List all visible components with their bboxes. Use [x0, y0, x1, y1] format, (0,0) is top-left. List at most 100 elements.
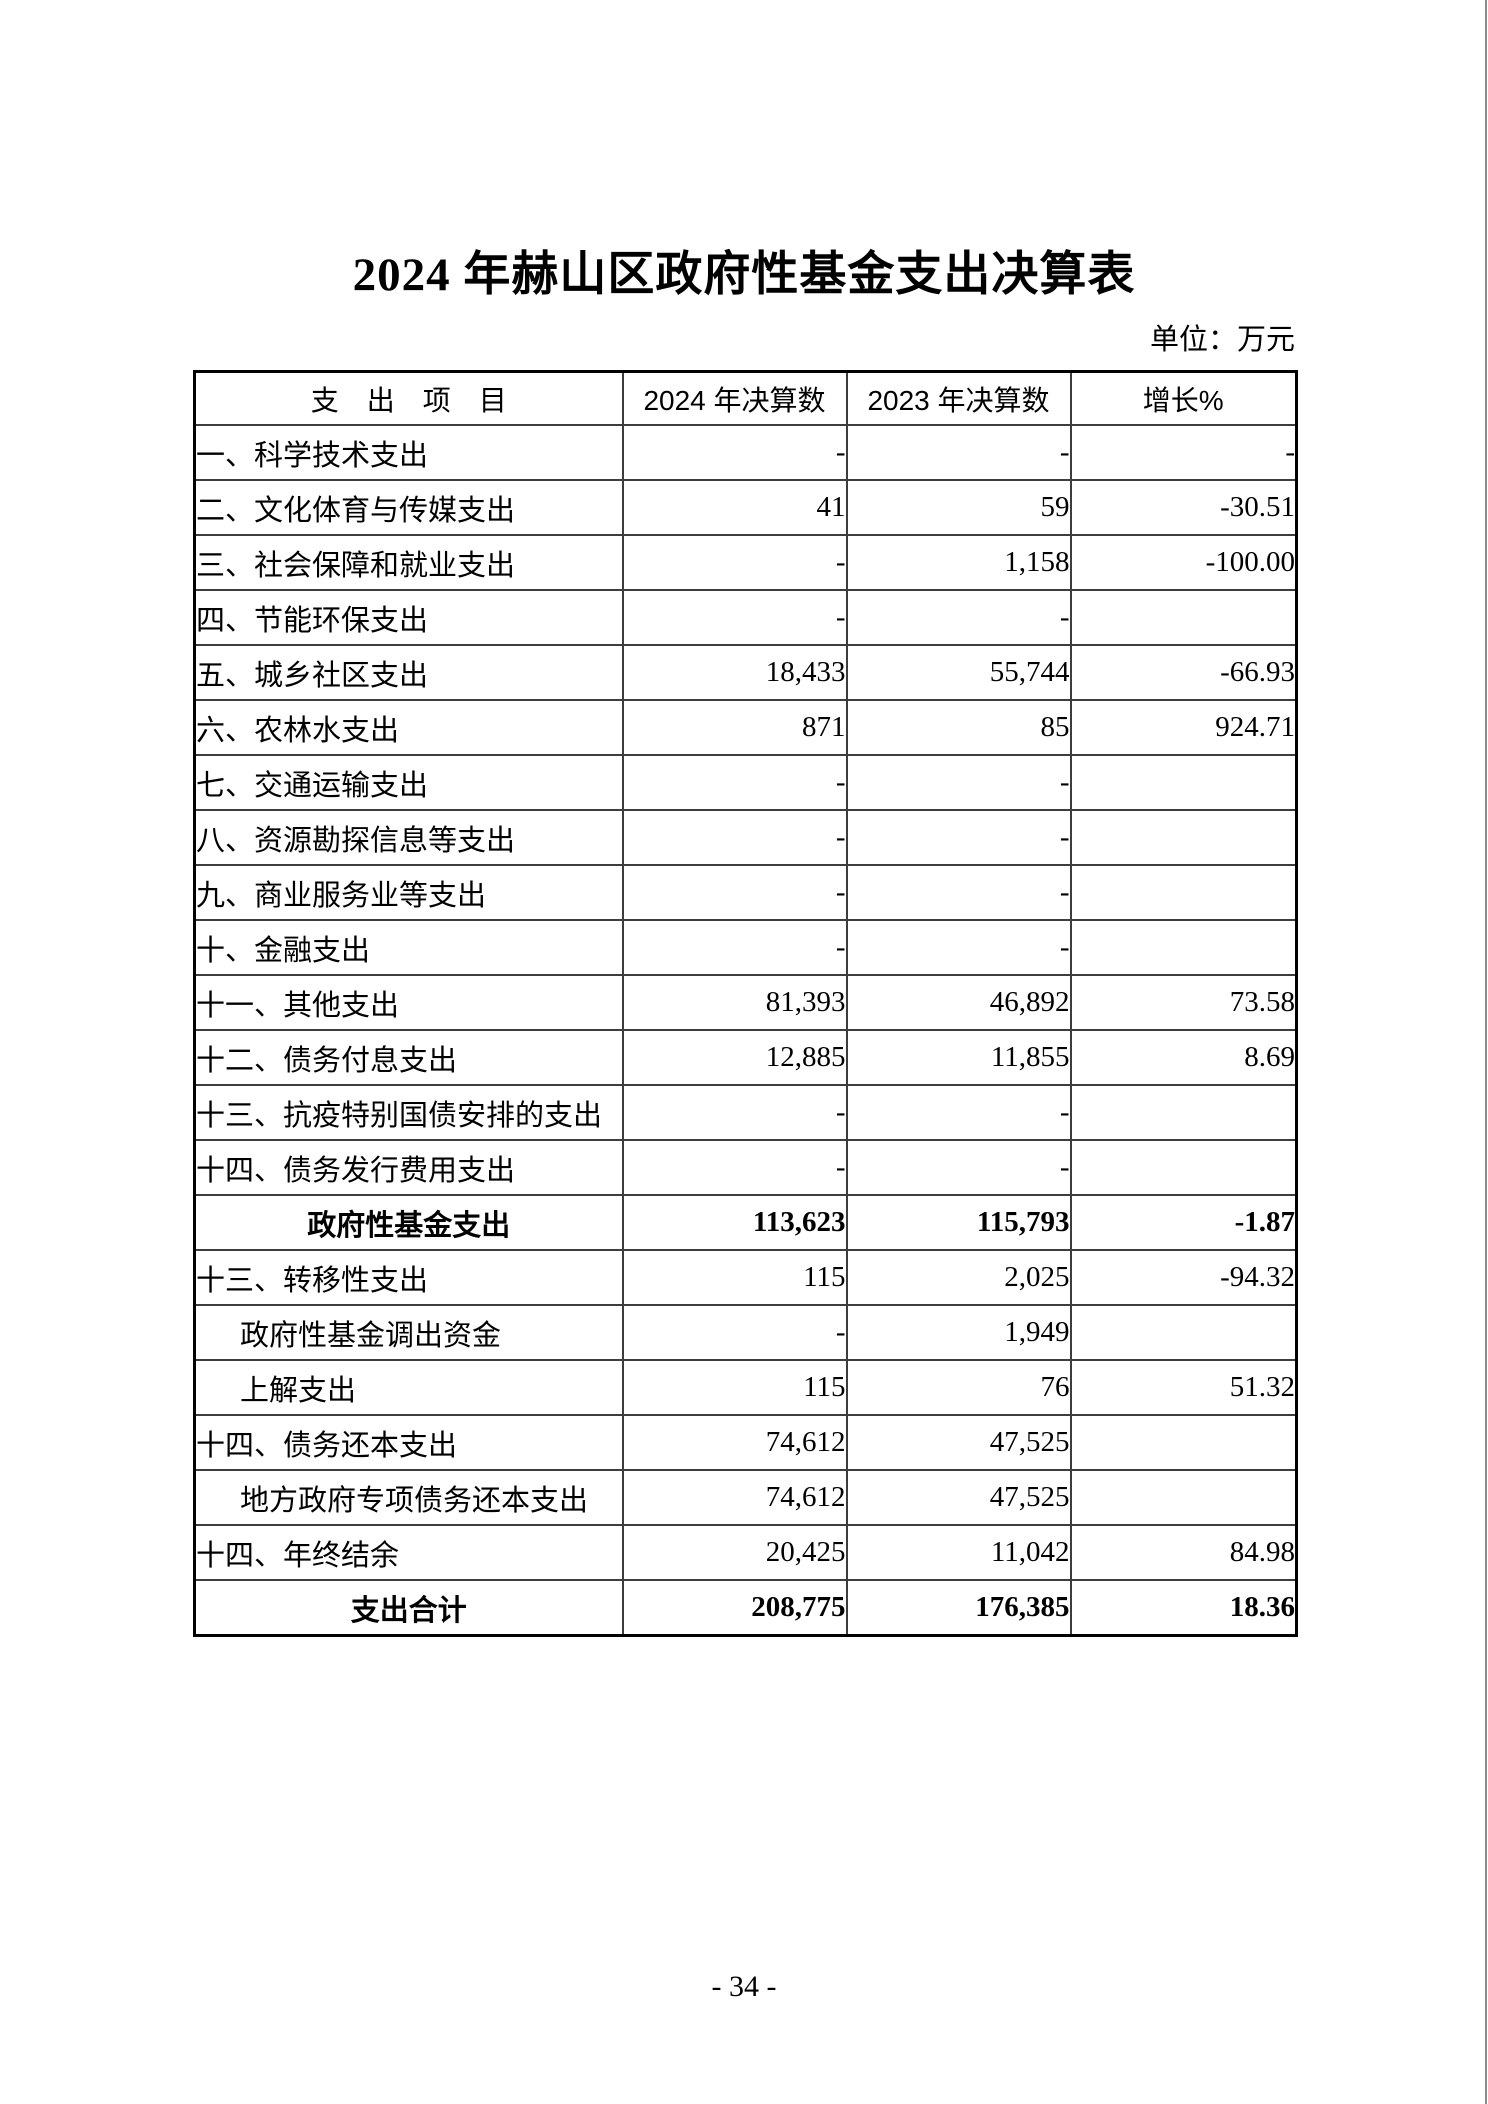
table-row: 十二、债务付息支出 12,885 11,855 8.69 — [193, 1029, 1298, 1086]
cell-2024-value: - — [621, 1139, 848, 1196]
cell-2024-value: - — [621, 1304, 848, 1361]
cell-item-label: 四、节能环保支出 — [193, 589, 624, 646]
expense-table: 支 出 项 目 2024 年决算数 2023 年决算数 增长% 一、科学技术支出… — [193, 370, 1298, 1637]
cell-growth-value: 18.36 — [1069, 1579, 1298, 1637]
cell-2024-value: 41 — [621, 479, 848, 536]
cell-item-label: 政府性基金调出资金 — [193, 1304, 624, 1361]
cell-growth-value: -30.51 — [1069, 479, 1298, 536]
cell-2023-value: - — [845, 589, 1072, 646]
cell-2024-value: - — [621, 754, 848, 811]
cell-2023-value: 115,793 — [845, 1194, 1072, 1251]
cell-item-label: 八、资源勘探信息等支出 — [193, 809, 624, 866]
cell-2024-value: - — [621, 1084, 848, 1141]
cell-item-label: 上解支出 — [193, 1359, 624, 1416]
cell-2024-value: 113,623 — [621, 1194, 848, 1251]
cell-growth-value — [1069, 809, 1298, 866]
table-row: 上解支出 115 76 51.32 — [193, 1359, 1298, 1416]
cell-2024-value: 74,612 — [621, 1469, 848, 1526]
table-row: 七、交通运输支出 - - — [193, 754, 1298, 811]
page-title: 2024 年赫山区政府性基金支出决算表 — [352, 249, 1136, 301]
cell-item-label: 十三、抗疫特别国债安排的支出 — [193, 1084, 624, 1141]
cell-2024-value: 81,393 — [621, 974, 848, 1031]
cell-2023-value: - — [845, 809, 1072, 866]
table-row: 十四、债务还本支出 74,612 47,525 — [193, 1414, 1298, 1471]
table-row: 十四、债务发行费用支出 - - — [193, 1139, 1298, 1196]
cell-growth-value — [1069, 1304, 1298, 1361]
cell-growth-value: -100.00 — [1069, 534, 1298, 591]
cell-item-label: 十一、其他支出 — [193, 974, 624, 1031]
cell-2023-value: - — [845, 1139, 1072, 1196]
table-row: 政府性基金支出 113,623 115,793 -1.87 — [193, 1194, 1298, 1251]
cell-item-label: 七、交通运输支出 — [193, 754, 624, 811]
cell-item-label: 六、农林水支出 — [193, 699, 624, 756]
cell-growth-value: - — [1069, 424, 1298, 481]
table-header-row: 支 出 项 目 2024 年决算数 2023 年决算数 增长% — [193, 370, 1298, 426]
cell-item-label: 十三、转移性支出 — [193, 1249, 624, 1306]
cell-2023-value: 46,892 — [845, 974, 1072, 1031]
cell-item-label: 一、科学技术支出 — [193, 424, 624, 481]
table-row: 十三、抗疫特别国债安排的支出 - - — [193, 1084, 1298, 1141]
table-row: 四、节能环保支出 - - — [193, 589, 1298, 646]
cell-growth-value: -94.32 — [1069, 1249, 1298, 1306]
table-row: 地方政府专项债务还本支出 74,612 47,525 — [193, 1469, 1298, 1526]
cell-2023-value: 11,855 — [845, 1029, 1072, 1086]
cell-2023-value: 55,744 — [845, 644, 1072, 701]
table-row: 一、科学技术支出 - - - — [193, 424, 1298, 481]
cell-2023-value: 2,025 — [845, 1249, 1072, 1306]
cell-item-label: 五、城乡社区支出 — [193, 644, 624, 701]
header-cell-2024-final: 2024 年决算数 — [621, 370, 848, 426]
cell-2023-value: - — [845, 864, 1072, 921]
cell-2023-value: 1,158 — [845, 534, 1072, 591]
cell-item-label: 政府性基金支出 — [193, 1194, 624, 1251]
cell-growth-value: 51.32 — [1069, 1359, 1298, 1416]
expense-table-body: 一、科学技术支出 - - - 二、文化体育与传媒支出 41 59 -30.51 三、社会保障和就… — [193, 424, 1298, 1637]
cell-growth-value: 924.71 — [1069, 699, 1298, 756]
cell-2023-value: 176,385 — [845, 1579, 1072, 1637]
cell-item-label: 十、金融支出 — [193, 919, 624, 976]
cell-2023-value: - — [845, 1084, 1072, 1141]
cell-growth-value — [1069, 1139, 1298, 1196]
table-row: 政府性基金调出资金 -1,949 — [193, 1304, 1298, 1361]
cell-2024-value: 208,775 — [621, 1579, 848, 1637]
table-row: 支出合计 208,775 176,385 18.36 — [193, 1579, 1298, 1637]
cell-2024-value: - — [621, 864, 848, 921]
cell-item-label: 二、文化体育与传媒支出 — [193, 479, 624, 536]
cell-item-label: 地方政府专项债务还本支出 — [193, 1469, 624, 1526]
table-row: 三、社会保障和就业支出 -1,158 -100.00 — [193, 534, 1298, 591]
cell-growth-value — [1069, 754, 1298, 811]
cell-2024-value: 20,425 — [621, 1524, 848, 1581]
cell-growth-value: 8.69 — [1069, 1029, 1298, 1086]
cell-2023-value: 11,042 — [845, 1524, 1072, 1581]
cell-2023-value: 1,949 — [845, 1304, 1072, 1361]
header-cell-item: 支 出 项 目 — [193, 370, 624, 426]
cell-item-label: 支出合计 — [193, 1579, 624, 1637]
cell-item-label: 十四、债务发行费用支出 — [193, 1139, 624, 1196]
cell-growth-value — [1069, 919, 1298, 976]
cell-2023-value: - — [845, 919, 1072, 976]
cell-item-label: 十二、债务付息支出 — [193, 1029, 624, 1086]
cell-2024-value: - — [621, 919, 848, 976]
table-row: 二、文化体育与传媒支出 41 59 -30.51 — [193, 479, 1298, 536]
table-row: 十、金融支出 - - — [193, 919, 1298, 976]
cell-2024-value: - — [621, 424, 848, 481]
cell-2023-value: - — [845, 754, 1072, 811]
unit-label: 单位：万元 — [1149, 324, 1295, 356]
cell-item-label: 三、社会保障和就业支出 — [193, 534, 624, 591]
table-row: 九、商业服务业等支出 - - — [193, 864, 1298, 921]
cell-growth-value: -66.93 — [1069, 644, 1298, 701]
cell-2023-value: - — [845, 424, 1072, 481]
cell-growth-value: 73.58 — [1069, 974, 1298, 1031]
cell-2023-value: 47,525 — [845, 1414, 1072, 1471]
cell-growth-value — [1069, 589, 1298, 646]
table-row: 五、城乡社区支出 18,433 55,744 -66.93 — [193, 644, 1298, 701]
cell-growth-value: -1.87 — [1069, 1194, 1298, 1251]
cell-2024-value: - — [621, 809, 848, 866]
cell-2024-value: 871 — [621, 699, 848, 756]
cell-2023-value: 47,525 — [845, 1469, 1072, 1526]
cell-growth-value — [1069, 1469, 1298, 1526]
table-row: 十四、年终结余 20,425 11,042 84.98 — [193, 1524, 1298, 1581]
page-edge-line — [1485, 0, 1487, 2104]
cell-growth-value: 84.98 — [1069, 1524, 1298, 1581]
table-row: 十三、转移性支出 115 2,025 -94.32 — [193, 1249, 1298, 1306]
header-cell-2023-final: 2023 年决算数 — [845, 370, 1072, 426]
